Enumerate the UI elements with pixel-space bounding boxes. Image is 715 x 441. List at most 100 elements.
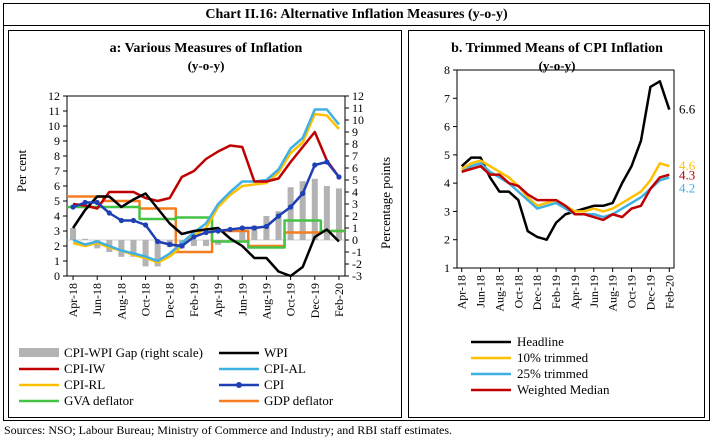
x-tick-label: Feb-19	[187, 283, 201, 317]
x-tick-label: Dec-19	[308, 283, 322, 318]
y-right-tick-label: 10	[352, 113, 364, 127]
legend-label-gap: CPI-WPI Gap (right scale)	[64, 345, 203, 360]
cpi-point	[312, 162, 318, 168]
cpi-point	[70, 204, 76, 210]
y-tick-label: 5	[444, 148, 450, 162]
x-tick-label: Aug-19	[259, 283, 273, 320]
y-tick-label: 5	[54, 194, 60, 208]
cpi-point	[263, 223, 270, 230]
gap-bar	[142, 240, 149, 267]
legend-label-gdp: GDP deflator	[264, 393, 334, 408]
gap-bar	[70, 228, 77, 240]
gap-bar	[287, 187, 294, 240]
y-tick-label: 11	[48, 104, 60, 118]
x-tick-label: Apr-19	[568, 275, 582, 309]
gap-bar	[82, 238, 89, 240]
legend-label-cpi_rl: 10% trimmed	[517, 350, 589, 365]
y-right-tick-label: 3	[352, 197, 358, 211]
y-right-tick-label: 2	[352, 209, 358, 223]
gap-bar	[251, 225, 258, 240]
cpi-point	[324, 159, 330, 165]
series-line-cpi_iw	[72, 130, 340, 210]
gap-bar	[130, 240, 137, 257]
end-label-cpi_al: 4.2	[679, 180, 695, 195]
chart-title: Chart II.16: Alternative Inflation Measu…	[3, 3, 710, 26]
legend-label-gva: GVA deflator	[64, 393, 134, 408]
legend-label-cpi: CPI	[264, 377, 284, 392]
x-tick-label: Oct-18	[511, 275, 525, 308]
gap-bar	[311, 178, 318, 240]
y-right-tick-label: -2	[352, 257, 362, 271]
end-label-wpi: 6.6	[679, 102, 696, 117]
y-tick-label: 7	[444, 91, 450, 105]
legend-label-cpi_al: 25% trimmed	[517, 366, 589, 381]
gap-bar	[154, 240, 161, 267]
cpi-point	[336, 174, 342, 180]
x-tick-label: Feb-20	[662, 275, 676, 309]
series-line-wpi	[460, 80, 671, 241]
x-tick-label: Feb-20	[332, 283, 346, 317]
x-tick-label: Dec-19	[643, 275, 657, 310]
series-line-cpi_rl	[461, 159, 670, 213]
gap-bar	[118, 240, 125, 257]
y-tick-label: 1	[54, 254, 60, 268]
cpi-point	[155, 238, 161, 245]
y-right-tick-label: 12	[352, 89, 364, 103]
x-tick-label: Dec-18	[163, 283, 177, 318]
legend-swatch-gap	[19, 348, 59, 357]
y-tick-label: 3	[54, 224, 60, 238]
y-tick-label: 6	[444, 120, 450, 134]
x-tick-label: Apr-19	[211, 283, 225, 317]
cpi-point	[82, 199, 88, 206]
legend-marker-cpi	[236, 382, 242, 388]
cpi-point	[227, 226, 233, 233]
cpi-point	[191, 234, 197, 240]
legend-label-cpi_iw: Weighted Median	[517, 382, 610, 397]
y-tick-label: 2	[54, 239, 60, 253]
x-tick-label: Apr-18	[66, 283, 80, 317]
x-tick-label: Aug-18	[492, 275, 506, 312]
y-right-tick-label: 11	[352, 101, 364, 115]
x-tick-label: Aug-19	[606, 275, 620, 312]
cpi-point	[288, 204, 294, 210]
cpi-point	[142, 222, 149, 228]
cpi-point	[239, 225, 245, 231]
gap-bar	[275, 211, 282, 240]
gap-bar	[299, 181, 306, 240]
cpi-point	[251, 225, 257, 231]
end-label-cpi_rl: 4.6	[679, 158, 696, 173]
cpi-point	[94, 199, 100, 206]
end-label-cpi_iw: 4.3	[679, 168, 695, 183]
y-right-tick-label: 4	[352, 185, 358, 199]
y-tick-label: 12	[48, 89, 60, 103]
y-right-tick-label: 7	[352, 149, 358, 163]
legend-label-cpi_al: CPI-AL	[264, 361, 306, 376]
series-line-cpi_al	[461, 162, 670, 219]
series-line-wpi	[72, 192, 340, 278]
y-tick-label: 6	[54, 179, 60, 193]
series-line-cpi_al	[72, 108, 340, 263]
y-tick-label: 2	[444, 233, 450, 247]
y-tick-label: 0	[54, 269, 60, 283]
cpi-point	[215, 228, 221, 234]
y-tick-label: 4	[444, 176, 450, 190]
cpi-point	[130, 217, 137, 224]
cpi-point	[275, 213, 282, 219]
series-line-cpi_iw	[461, 164, 670, 222]
legend-label-wpi: WPI	[264, 345, 288, 360]
sources-note: Sources: NSO; Labour Bureau; Ministry of…	[4, 423, 453, 437]
x-tick-label: Aug-18	[114, 283, 128, 320]
y-right-tick-label: 5	[352, 173, 358, 187]
cpi-point	[300, 190, 306, 197]
y-tick-label: 9	[54, 134, 60, 148]
x-tick-label: Oct-19	[284, 283, 298, 316]
gap-bar	[202, 240, 210, 246]
cpi-point	[106, 210, 112, 216]
panel-a: a: Various Measures of Inflation (y-o-y)…	[8, 30, 402, 418]
x-tick-label: Apr-18	[455, 275, 469, 309]
cpi-point	[118, 217, 124, 224]
gap-bar	[190, 240, 197, 246]
y-right-tick-label: 8	[352, 137, 358, 151]
y-right-tick-label: 6	[352, 161, 358, 175]
y-tick-label: 8	[444, 63, 450, 77]
